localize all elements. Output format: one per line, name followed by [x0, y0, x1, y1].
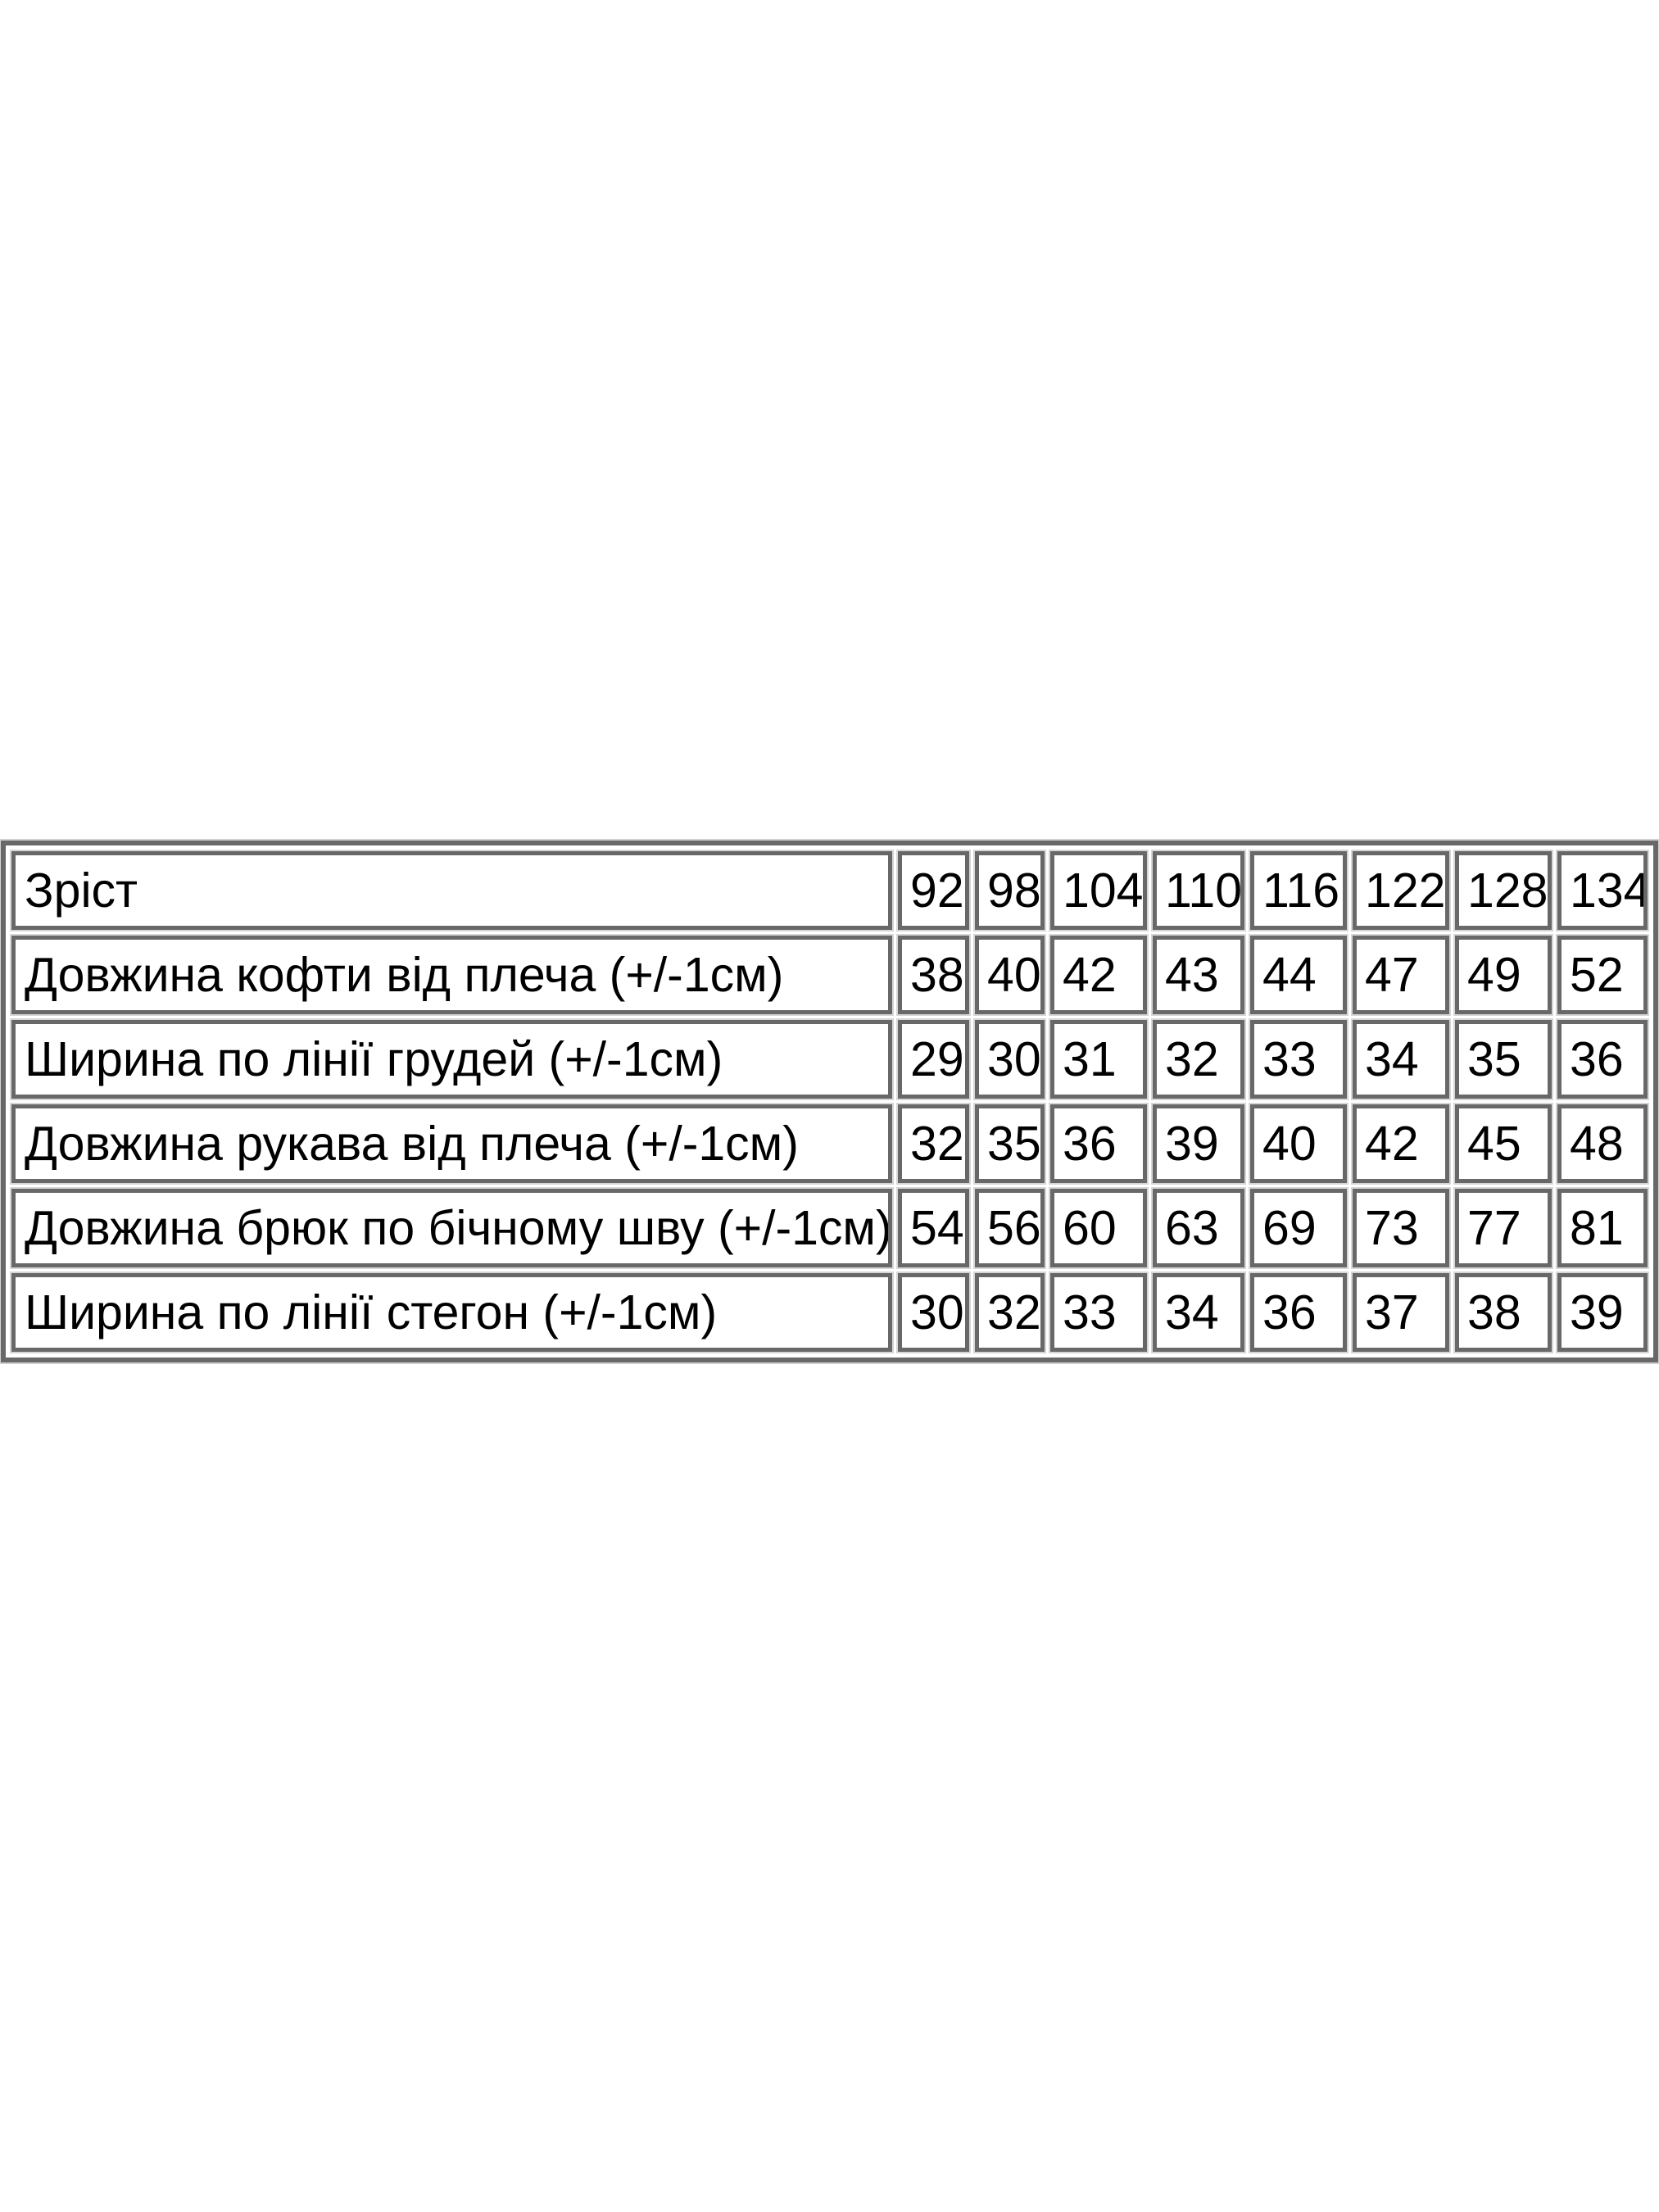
table-row: Ширина по лінії стегон (+/-1см) 30 32 33 34…	[11, 1273, 1648, 1352]
value-cell: 48	[1557, 1104, 1648, 1183]
row-label-cell: Ширина по лінії грудей (+/-1см)	[11, 1020, 892, 1099]
value-cell: 32	[1153, 1020, 1244, 1099]
value-cell: 35	[975, 1104, 1045, 1183]
value-cell: 81	[1557, 1189, 1648, 1267]
size-header-cell: 110	[1153, 851, 1244, 930]
value-cell: 33	[1250, 1020, 1347, 1099]
size-chart-table: Зріст 92 98 104 110 116 122 128 134 Довжина коф…	[1, 841, 1658, 1362]
size-header-cell: 134	[1557, 851, 1648, 930]
table-row: Довжина кофти від плеча (+/-1см) 38 40 42 4…	[11, 936, 1648, 1014]
size-header-cell: 122	[1353, 851, 1449, 930]
value-cell: 69	[1250, 1189, 1347, 1267]
value-cell: 40	[975, 936, 1045, 1014]
value-cell: 36	[1557, 1020, 1648, 1099]
table-header-row: Зріст 92 98 104 110 116 122 128 134	[11, 851, 1648, 930]
size-header-cell: 92	[898, 851, 969, 930]
value-cell: 39	[1153, 1104, 1244, 1183]
value-cell: 73	[1353, 1189, 1449, 1267]
value-cell: 47	[1353, 936, 1449, 1014]
table-row: Ширина по лінії грудей (+/-1см) 29 30 31 32…	[11, 1020, 1648, 1099]
value-cell: 49	[1455, 936, 1552, 1014]
value-cell: 40	[1250, 1104, 1347, 1183]
size-table-body: Зріст 92 98 104 110 116 122 128 134 Довжина коф…	[11, 851, 1648, 1352]
size-header-cell: 98	[975, 851, 1045, 930]
table-row: Довжина рукава від плеча (+/-1см) 32 35 36…	[11, 1104, 1648, 1183]
value-cell: 56	[975, 1189, 1045, 1267]
value-cell: 30	[898, 1273, 969, 1352]
value-cell: 39	[1557, 1273, 1648, 1352]
size-header-cell: 116	[1250, 851, 1347, 930]
value-cell: 77	[1455, 1189, 1552, 1267]
header-label-cell: Зріст	[11, 851, 892, 930]
value-cell: 54	[898, 1189, 969, 1267]
value-cell: 36	[1050, 1104, 1147, 1183]
row-label-cell: Ширина по лінії стегон (+/-1см)	[11, 1273, 892, 1352]
size-header-cell: 128	[1455, 851, 1552, 930]
value-cell: 45	[1455, 1104, 1552, 1183]
value-cell: 52	[1557, 936, 1648, 1014]
value-cell: 42	[1050, 936, 1147, 1014]
value-cell: 43	[1153, 936, 1244, 1014]
value-cell: 63	[1153, 1189, 1244, 1267]
value-cell: 29	[898, 1020, 969, 1099]
row-label-cell: Довжина кофти від плеча (+/-1см)	[11, 936, 892, 1014]
value-cell: 35	[1455, 1020, 1552, 1099]
value-cell: 34	[1153, 1273, 1244, 1352]
value-cell: 38	[1455, 1273, 1552, 1352]
value-cell: 32	[898, 1104, 969, 1183]
value-cell: 36	[1250, 1273, 1347, 1352]
value-cell: 37	[1353, 1273, 1449, 1352]
value-cell: 31	[1050, 1020, 1147, 1099]
table-row: Довжина брюк по бічному шву (+/-1см) 54 5…	[11, 1189, 1648, 1267]
value-cell: 33	[1050, 1273, 1147, 1352]
value-cell: 34	[1353, 1020, 1449, 1099]
value-cell: 42	[1353, 1104, 1449, 1183]
value-cell: 60	[1050, 1189, 1147, 1267]
size-header-cell: 104	[1050, 851, 1147, 930]
row-label-cell: Довжина рукава від плеча (+/-1см)	[11, 1104, 892, 1183]
value-cell: 38	[898, 936, 969, 1014]
value-cell: 32	[975, 1273, 1045, 1352]
value-cell: 30	[975, 1020, 1045, 1099]
value-cell: 44	[1250, 936, 1347, 1014]
row-label-cell: Довжина брюк по бічному шву (+/-1см)	[11, 1189, 892, 1267]
